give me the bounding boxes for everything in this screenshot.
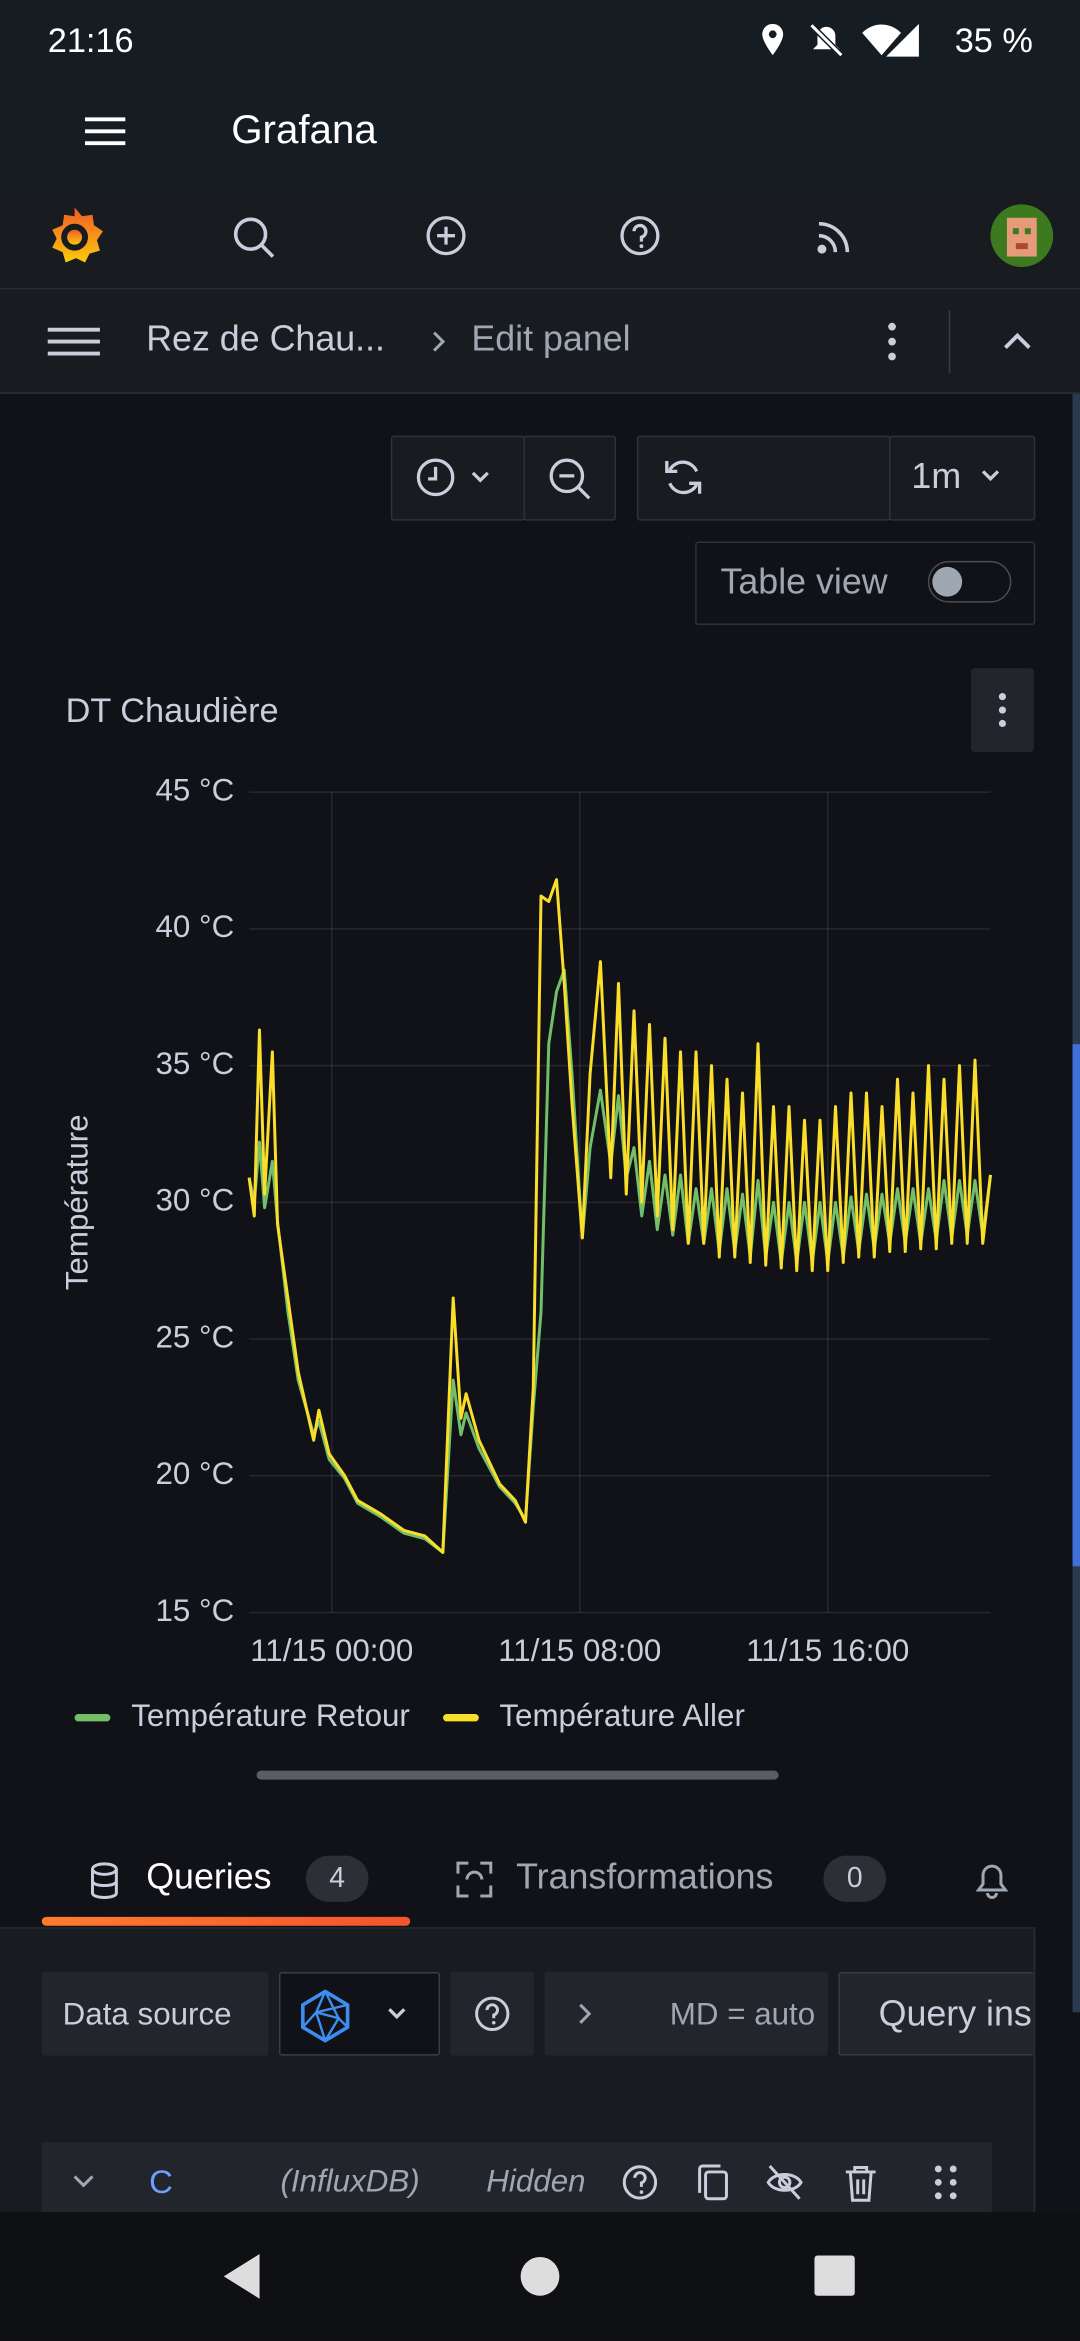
tabs-border bbox=[0, 1927, 1036, 1929]
tab-badge: 0 bbox=[823, 1855, 887, 1902]
help-button[interactable] bbox=[450, 1972, 535, 2056]
table-view-label: Table view bbox=[720, 562, 888, 603]
tab-badge: 4 bbox=[305, 1855, 369, 1902]
legend-swatch bbox=[442, 1713, 479, 1721]
divider bbox=[948, 310, 951, 373]
series-line bbox=[247, 968, 992, 1554]
data-source-picker[interactable] bbox=[278, 1972, 441, 2056]
menu-button[interactable] bbox=[47, 327, 100, 357]
chevron-right bbox=[579, 2003, 592, 2024]
add-button[interactable] bbox=[425, 215, 467, 257]
panel-title: DT Chaudière bbox=[65, 690, 279, 730]
refresh-interval: 1m bbox=[911, 456, 962, 497]
y-tick-label: 20 °C bbox=[156, 1456, 235, 1491]
refresh-icon bbox=[665, 460, 702, 495]
query-actions[interactable] bbox=[622, 2163, 965, 2205]
x-tick-label: 11/15 16:00 bbox=[746, 1633, 909, 1668]
grafana-logo[interactable] bbox=[43, 204, 106, 267]
queries-icon bbox=[90, 1862, 118, 1899]
news-button[interactable] bbox=[814, 218, 853, 257]
x-tick-label: 11/15 00:00 bbox=[250, 1633, 413, 1668]
app-header bbox=[0, 0, 1080, 185]
help-icon bbox=[475, 1996, 510, 2031]
chevron-down bbox=[981, 470, 1000, 482]
refresh-button[interactable] bbox=[636, 435, 891, 521]
y-tick-label: 35 °C bbox=[156, 1046, 235, 1081]
query-inspector-button[interactable]: Query inspector bbox=[838, 1972, 1034, 2056]
transformations-icon bbox=[456, 1861, 493, 1898]
query-row bbox=[41, 2142, 992, 2226]
breadcrumb-separator bbox=[433, 331, 446, 352]
y-tick-label: 45 °C bbox=[156, 772, 235, 807]
series-line bbox=[247, 878, 992, 1554]
data-source-label: Data source bbox=[62, 1997, 232, 2032]
zoom-out-button[interactable] bbox=[523, 435, 617, 521]
switch-knob bbox=[932, 566, 963, 597]
top-nav bbox=[0, 184, 1080, 290]
tab-transformations[interactable]: Transformations bbox=[516, 1857, 774, 1898]
legend-label: Température Retour bbox=[131, 1699, 410, 1734]
query-state: Hidden bbox=[486, 2164, 586, 2199]
y-tick-label: 15 °C bbox=[156, 1593, 235, 1628]
y-tick-label: 25 °C bbox=[156, 1319, 235, 1354]
query-inspector-label: Query inspector bbox=[878, 1994, 1034, 2035]
system-nav-buttons[interactable] bbox=[221, 2251, 862, 2302]
legend-item[interactable]: Température Aller bbox=[442, 1699, 745, 1735]
y-tick-label: 30 °C bbox=[156, 1183, 235, 1218]
legend-label: Température Aller bbox=[499, 1699, 745, 1734]
breadcrumb-bar bbox=[0, 289, 1080, 394]
app-title: Grafana bbox=[231, 107, 377, 153]
help-button[interactable] bbox=[619, 215, 661, 257]
query-options-text: MD = auto bbox=[669, 1998, 816, 2031]
active-tab-indicator bbox=[41, 1916, 411, 1926]
status-icons bbox=[762, 23, 919, 58]
breadcrumb-dashboard[interactable]: Rez de Chau... bbox=[146, 319, 386, 360]
collapse-button[interactable] bbox=[1002, 331, 1032, 352]
legend-swatch bbox=[74, 1713, 111, 1721]
data-source-icon bbox=[301, 1989, 406, 2043]
time-picker-icon bbox=[416, 458, 489, 497]
battery-level: 35 % bbox=[954, 20, 1033, 60]
alert-tab-icon[interactable] bbox=[975, 1863, 1009, 1899]
query-data-source: (InfluxDB) bbox=[280, 2164, 420, 2199]
horizontal-scrollbar bbox=[256, 1770, 779, 1780]
query-options[interactable]: MD = auto bbox=[544, 1972, 828, 2056]
more-button[interactable] bbox=[886, 321, 898, 363]
y-axis-label: Température bbox=[59, 1114, 94, 1290]
search-button[interactable] bbox=[231, 215, 276, 260]
collapse-query[interactable] bbox=[72, 2173, 96, 2188]
breadcrumb-page: Edit panel bbox=[471, 319, 631, 360]
status-time: 21:16 bbox=[47, 20, 134, 60]
y-tick-label: 40 °C bbox=[156, 909, 235, 944]
zoom-out-icon bbox=[549, 458, 591, 500]
scroll-thumb bbox=[1072, 1044, 1080, 1567]
legend: Température Retour Température Aller bbox=[74, 1696, 745, 1738]
panel-menu-icon bbox=[998, 693, 1007, 728]
refresh-interval-picker[interactable] bbox=[889, 435, 1036, 521]
chart: Température 15 °C 20 °C 25 °C 30 °C 35 °C 40 … bbox=[59, 772, 992, 1668]
tab-queries[interactable]: Queries bbox=[146, 1857, 272, 1898]
x-tick-label: 11/15 08:00 bbox=[498, 1633, 661, 1668]
legend-item[interactable]: Température Retour bbox=[74, 1699, 410, 1735]
data-source-label-box bbox=[41, 1972, 269, 2056]
query-ref-id[interactable]: C bbox=[149, 2162, 173, 2201]
user-avatar[interactable] bbox=[990, 204, 1054, 268]
drawer-menu[interactable] bbox=[85, 116, 126, 146]
